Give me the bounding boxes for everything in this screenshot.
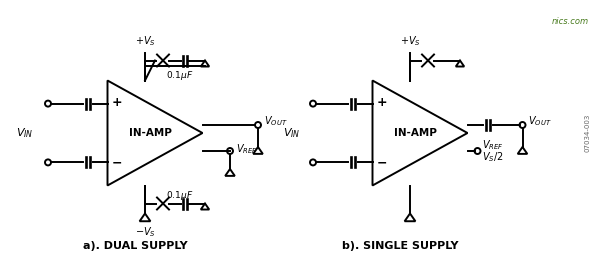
Text: $-V_S$: $-V_S$ [134, 225, 155, 239]
Text: $V_S/2$: $V_S/2$ [482, 150, 504, 164]
Text: $V_{IN}$: $V_{IN}$ [283, 126, 301, 140]
Text: $0.1\mu F$: $0.1\mu F$ [167, 69, 193, 82]
Text: $+V_S$: $+V_S$ [399, 35, 420, 49]
Text: $V_{OUT}$: $V_{OUT}$ [264, 114, 288, 128]
Text: +: + [376, 96, 387, 109]
Text: $+V_S$: $+V_S$ [134, 35, 155, 49]
Text: a). DUAL SUPPLY: a). DUAL SUPPLY [83, 241, 187, 251]
Text: IN-AMP: IN-AMP [393, 128, 436, 138]
Text: b). SINGLE SUPPLY: b). SINGLE SUPPLY [341, 241, 458, 251]
Text: $V_{REF}$: $V_{REF}$ [236, 142, 258, 156]
Text: $V_{IN}$: $V_{IN}$ [16, 126, 34, 140]
Text: +: + [111, 96, 122, 109]
Text: $V_{OUT}$: $V_{OUT}$ [528, 114, 552, 128]
Text: IN-AMP: IN-AMP [128, 128, 171, 138]
Text: nics.com: nics.com [552, 17, 589, 26]
Text: 07034-003: 07034-003 [584, 114, 590, 152]
Text: −: − [111, 157, 122, 170]
Text: $0.1\mu F$: $0.1\mu F$ [167, 189, 193, 201]
Text: −: − [376, 157, 387, 170]
Text: $V_{REF}$: $V_{REF}$ [482, 138, 504, 152]
